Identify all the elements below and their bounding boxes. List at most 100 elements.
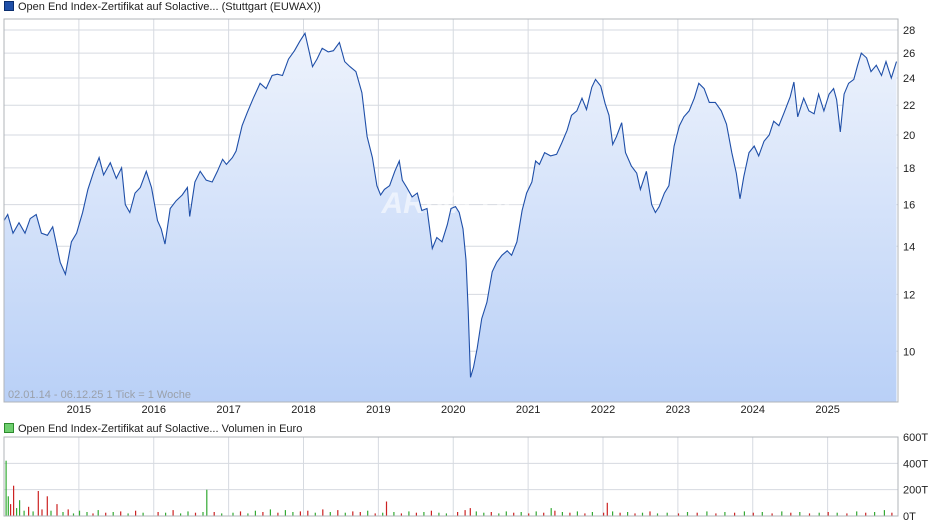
volume-bar <box>46 496 48 517</box>
volume-bar <box>606 502 608 516</box>
volume-bar <box>438 512 440 516</box>
volume-bar <box>505 511 507 516</box>
volume-legend-swatch <box>4 423 14 433</box>
volume-bar <box>400 513 402 516</box>
volume-bar <box>874 512 876 516</box>
volume-bar <box>706 511 708 516</box>
volume-bar <box>483 512 485 516</box>
volume-bar <box>666 512 668 516</box>
volume-bar <box>734 512 736 516</box>
price-line <box>3 31 898 378</box>
volume-bar <box>194 512 197 516</box>
price-y-axis: 10 12 14 16 18 20 22 24 26 28 <box>903 25 915 358</box>
volume-bar <box>649 511 651 516</box>
volume-bar <box>799 512 801 516</box>
volume-bar <box>771 513 773 516</box>
volume-bar <box>475 511 477 516</box>
x-tick-label: 2023 <box>666 404 690 416</box>
volume-bar <box>634 513 636 516</box>
volume-bar <box>656 513 659 516</box>
volume-bar <box>469 508 471 516</box>
volume-bar <box>591 512 593 516</box>
volume-bar <box>5 460 7 516</box>
volume-bar <box>827 512 829 516</box>
volume-bar <box>464 510 466 516</box>
volume-bar <box>724 512 726 516</box>
volume-bar <box>513 512 515 516</box>
volume-bar <box>612 511 614 516</box>
x-tick-label: 2018 <box>291 404 315 416</box>
volume-bar <box>62 512 64 516</box>
price-tick-label: 12 <box>903 289 915 301</box>
volume-bar <box>641 512 644 516</box>
price-tick-label: 10 <box>903 346 915 358</box>
volume-bar <box>686 512 689 516</box>
volume-bar <box>105 512 107 516</box>
date-range-label: 02.01.14 - 06.12.25 1 Tick = 1 Woche <box>8 389 191 401</box>
price-area <box>4 33 897 403</box>
price-tick-label: 22 <box>903 100 915 112</box>
price-tick-label: 24 <box>903 73 915 85</box>
price-tick-label: 16 <box>903 200 915 212</box>
volume-bar <box>97 510 99 516</box>
volume-grid <box>4 436 898 517</box>
x-tick-label: 2020 <box>441 404 465 416</box>
volume-bar <box>28 506 30 516</box>
volume-bar <box>550 508 552 516</box>
volume-bar <box>213 512 215 516</box>
volume-bar <box>112 512 114 516</box>
volume-bar <box>385 501 388 516</box>
volume-bar <box>329 512 331 516</box>
volume-bar <box>696 512 698 516</box>
volume-bar <box>883 510 885 516</box>
x-tick-label: 2021 <box>516 404 540 416</box>
price-tick-label: 28 <box>903 25 915 37</box>
volume-bar <box>135 510 137 516</box>
volume-legend-label: Open End Index-Zertifikat auf Solactive.… <box>18 423 303 435</box>
volume-bar <box>677 513 680 516</box>
volume-tick-label: 400T <box>903 458 928 470</box>
volume-bar <box>561 512 563 516</box>
volume-bar <box>790 512 792 516</box>
volume-bar <box>344 512 346 516</box>
volume-bar <box>262 512 264 516</box>
volume-bar <box>856 511 858 516</box>
volume-bar <box>382 512 384 516</box>
volume-bar <box>569 512 571 516</box>
volume-y-axis: 600T 400T 200T 0T <box>903 432 928 523</box>
volume-bar <box>92 513 94 516</box>
volume-bar <box>239 511 242 516</box>
volume-bar <box>752 512 754 516</box>
volume-bar <box>292 512 294 516</box>
volume-bar <box>584 513 586 516</box>
price-tick-label: 14 <box>903 241 915 253</box>
volume-bar <box>142 512 144 516</box>
volume-bar <box>715 513 717 516</box>
volume-bar <box>157 512 159 516</box>
volume-bar <box>818 512 820 516</box>
volume-bar <box>56 504 58 516</box>
volume-bar <box>165 512 167 516</box>
x-tick-label: 2025 <box>815 404 839 416</box>
volume-bar <box>576 511 578 516</box>
volume-bars <box>5 460 893 517</box>
volume-tick-label: 0T <box>903 511 916 523</box>
volume-bar <box>172 510 174 516</box>
volume-bar <box>865 512 867 516</box>
volume-bar <box>445 513 447 516</box>
volume-bar <box>67 509 69 516</box>
volume-bar <box>498 513 500 516</box>
volume-bar <box>120 511 122 516</box>
volume-bar <box>367 510 369 516</box>
volume-bar <box>352 511 354 516</box>
volume-bar <box>528 513 530 516</box>
volume-bar <box>393 512 395 516</box>
volume-bar <box>19 500 21 516</box>
x-tick-label: 2022 <box>591 404 615 416</box>
volume-bar <box>269 509 271 516</box>
volume-tick-label: 600T <box>903 432 928 444</box>
volume-bar <box>86 512 88 516</box>
volume-bar <box>127 513 129 516</box>
volume-bar <box>314 512 316 516</box>
